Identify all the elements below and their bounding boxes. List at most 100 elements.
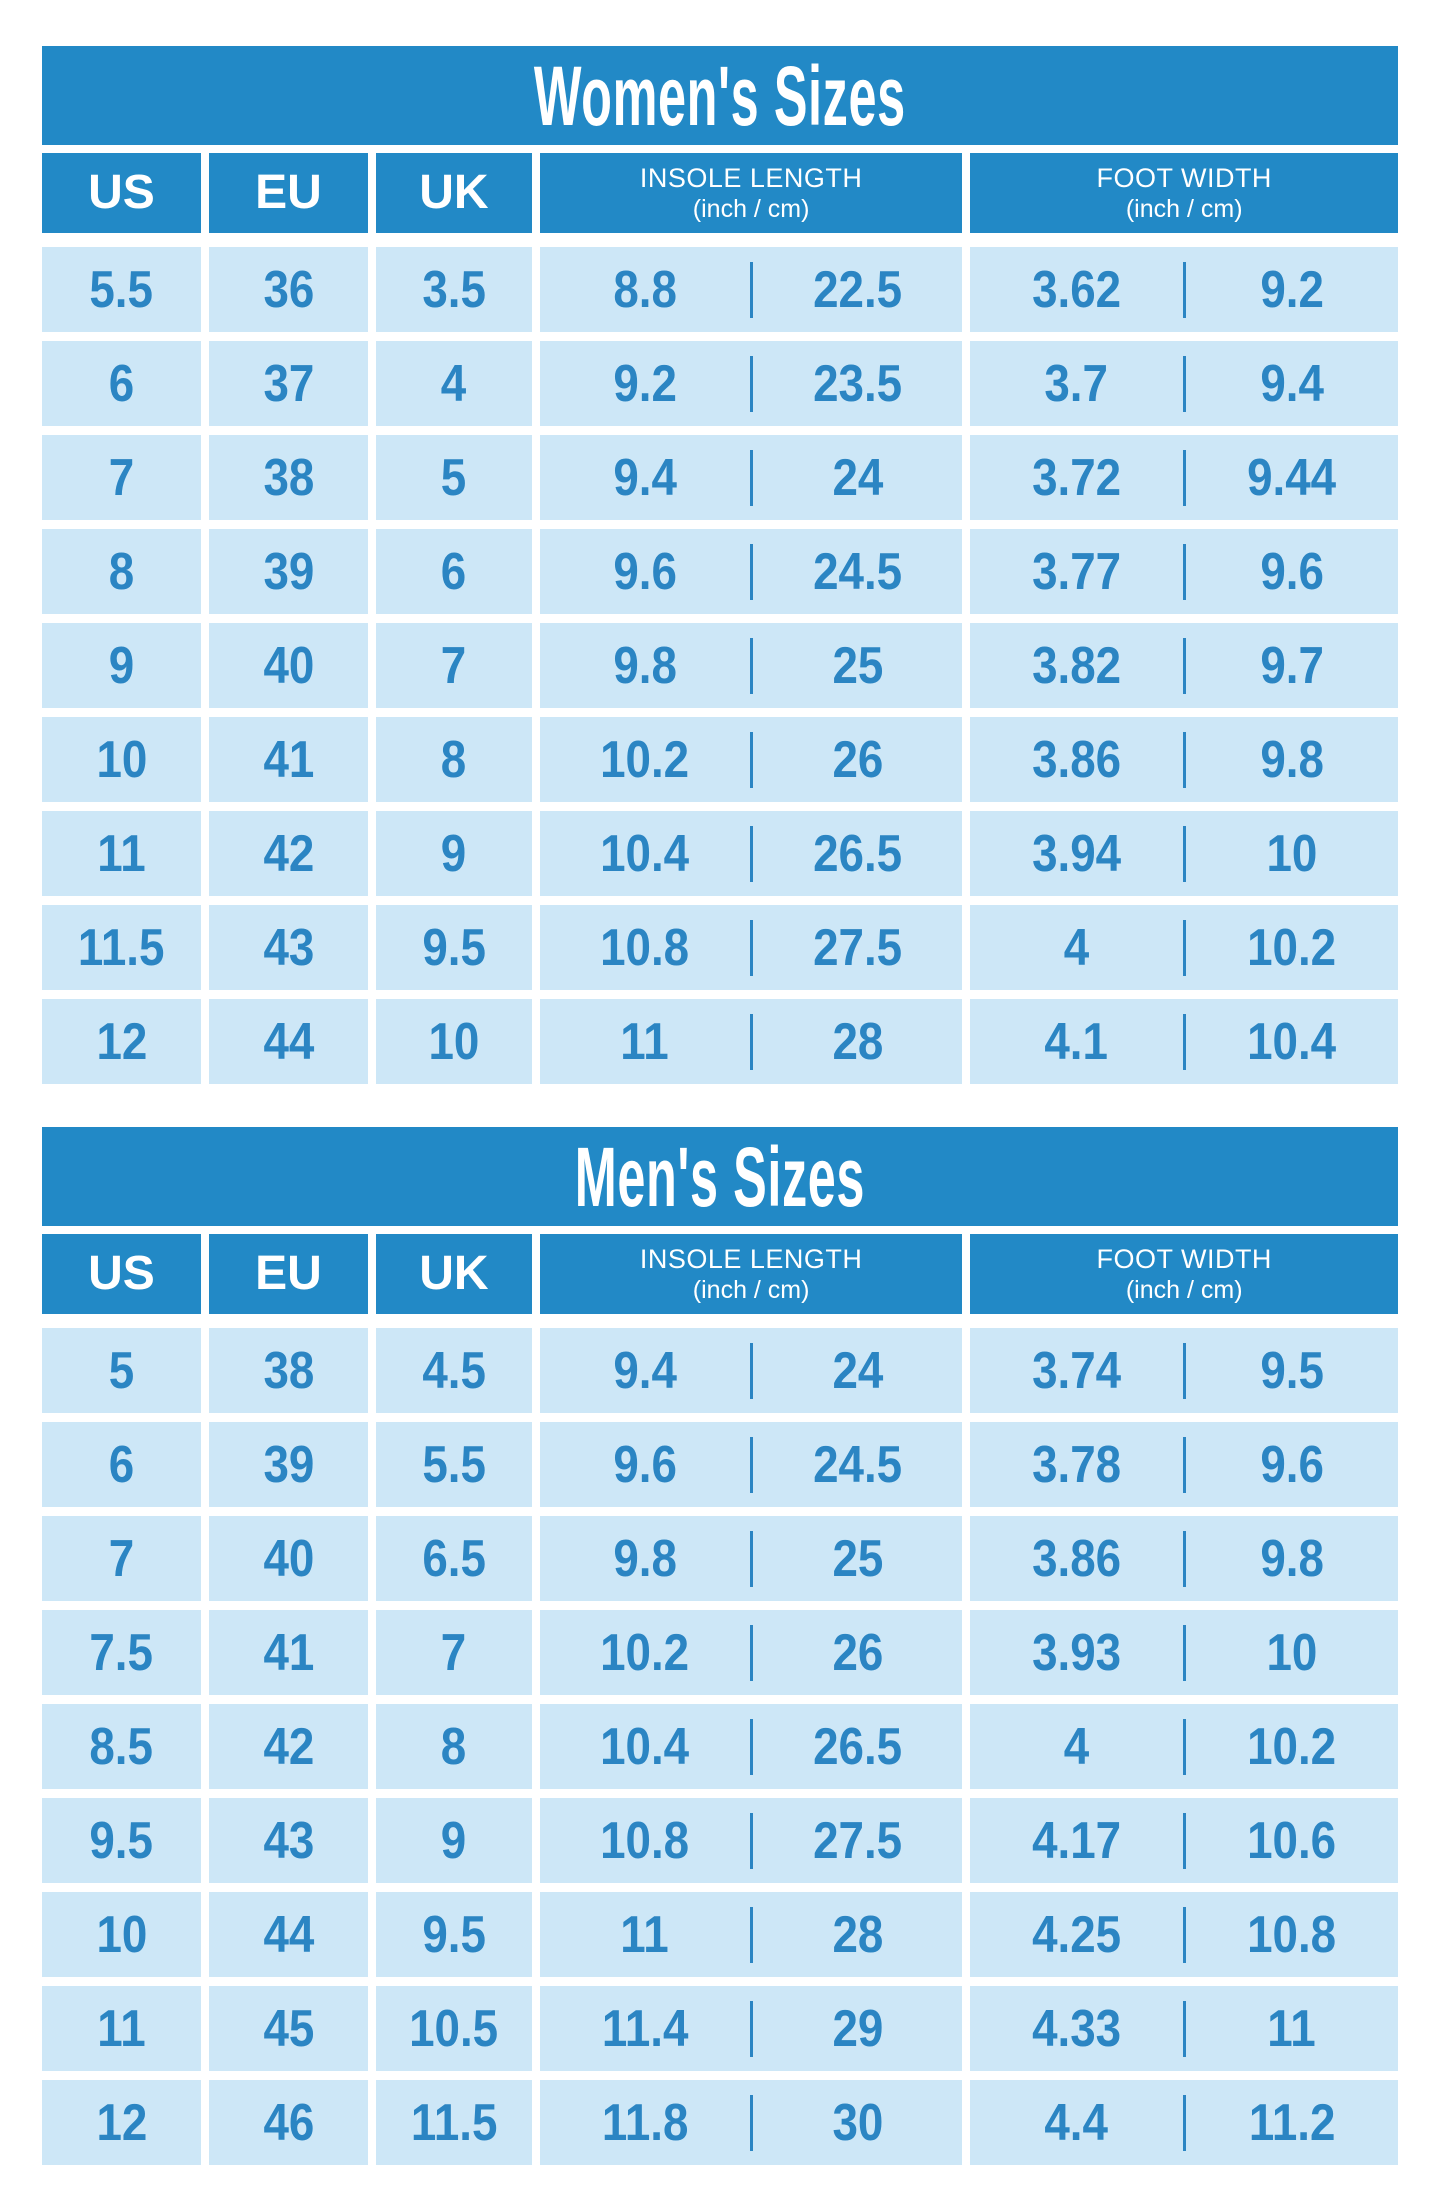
size-value: 10: [96, 730, 147, 789]
womens-size-table: Women's Sizes US EU UK INSOLE LENGTH (in…: [42, 46, 1398, 1084]
inch-cm-divider: [749, 449, 753, 506]
us-size-cell: 10: [42, 1892, 201, 1977]
size-value: 44: [262, 1905, 314, 1964]
uk-size-cell: 6: [375, 529, 532, 614]
inch-cm-divider: [749, 1812, 753, 1869]
foot-width-cell: 4 10.2: [970, 1704, 1398, 1789]
column-header-label: US: [88, 166, 155, 219]
eu-size-cell: 42: [208, 1704, 368, 1789]
size-value: 37: [262, 354, 314, 413]
size-value: 8.8: [612, 260, 677, 319]
insole-inch-value: 10.4: [540, 1721, 750, 1773]
foot-width-cm-value: 9.6: [1186, 546, 1398, 598]
table-row: 12 44 10 11 28 4.1 10.4: [42, 999, 1398, 1084]
foot-width-cell: 4.33 11: [970, 1986, 1398, 2071]
inch-cm-divider: [749, 1530, 753, 1587]
inch-cm-divider: [1182, 1906, 1186, 1963]
size-value: 27.5: [812, 1811, 903, 1870]
womens-table-title-bar: Women's Sizes: [42, 46, 1398, 145]
insole-inch-value: 10.8: [540, 1815, 750, 1867]
column-header-label: INSOLE LENGTH: [639, 162, 863, 193]
size-value: 40: [262, 1529, 314, 1588]
uk-size-cell: 5: [375, 435, 532, 520]
size-value: 24.5: [812, 1435, 903, 1494]
inch-cm-divider: [1182, 637, 1186, 694]
size-value: 26: [832, 1623, 883, 1682]
size-value: 11.8: [601, 2093, 689, 2152]
us-size-cell: 10: [42, 717, 201, 802]
foot-width-inch-value: 4.17: [970, 1815, 1182, 1867]
insole-length-cell: 9.6 24.5: [539, 529, 963, 614]
inch-cm-divider: [749, 1342, 753, 1399]
foot-width-cm-value: 9.2: [1186, 264, 1398, 316]
foot-width-cm-value: 11: [1186, 2003, 1398, 2055]
column-header-foot-width: FOOT WIDTH (inch / cm): [970, 153, 1398, 233]
size-value: 9.4: [612, 1341, 677, 1400]
inch-cm-divider: [1182, 543, 1186, 600]
size-value: 4.1: [1044, 1012, 1109, 1071]
size-value: 10.6: [1247, 1811, 1337, 1870]
eu-size-cell: 41: [208, 1610, 368, 1695]
inch-cm-divider: [1182, 1436, 1186, 1493]
table-row: 10 44 9.5 11 28 4.25 10.8: [42, 1892, 1398, 1977]
size-value: 8: [441, 1717, 467, 1776]
column-header-us: US: [42, 1234, 201, 1314]
insole-length-cell: 9.4 24: [539, 1328, 963, 1413]
foot-width-inch-value: 4: [970, 1721, 1182, 1773]
insole-inch-value: 9.4: [540, 1345, 750, 1397]
column-header-eu: EU: [208, 153, 368, 233]
foot-width-cell: 3.93 10: [970, 1610, 1398, 1695]
size-value: 4.33: [1032, 1999, 1122, 2058]
size-value: 10.2: [1247, 1717, 1337, 1776]
eu-size-cell: 39: [208, 1422, 368, 1507]
insole-inch-value: 10.8: [540, 922, 750, 974]
uk-size-cell: 6.5: [375, 1516, 532, 1601]
foot-width-cell: 4.1 10.4: [970, 999, 1398, 1084]
size-value: 9.4: [1260, 354, 1324, 413]
uk-size-cell: 4.5: [375, 1328, 532, 1413]
inch-cm-divider: [1182, 1013, 1186, 1070]
us-size-cell: 12: [42, 2080, 201, 2165]
insole-inch-value: 10.2: [540, 734, 750, 786]
size-value: 9.8: [612, 636, 677, 695]
size-value: 11.5: [78, 918, 165, 977]
inch-cm-divider: [1182, 355, 1186, 412]
size-value: 41: [262, 1623, 314, 1682]
insole-cm-value: 30: [753, 2097, 963, 2149]
column-header-insole-length: INSOLE LENGTH (inch / cm): [539, 153, 963, 233]
foot-width-inch-value: 3.94: [970, 828, 1182, 880]
foot-width-inch-value: 3.72: [970, 452, 1182, 504]
insole-cm-value: 24.5: [753, 1439, 963, 1491]
table-row: 5.5 36 3.5 8.8 22.5 3.62 9.2: [42, 247, 1398, 332]
size-value: 3.78: [1032, 1435, 1122, 1494]
uk-size-cell: 5.5: [375, 1422, 532, 1507]
size-value: 27.5: [812, 918, 903, 977]
size-value: 7: [441, 1623, 467, 1682]
foot-width-cell: 3.7 9.4: [970, 341, 1398, 426]
column-header-uk: UK: [375, 1234, 532, 1314]
foot-width-cell: 3.86 9.8: [970, 717, 1398, 802]
size-value: 46: [262, 2093, 314, 2152]
us-size-cell: 9.5: [42, 1798, 201, 1883]
size-value: 7: [108, 1529, 135, 1588]
mens-table-title-bar: Men's Sizes: [42, 1127, 1398, 1226]
foot-width-cell: 4.25 10.8: [970, 1892, 1398, 1977]
foot-width-inch-value: 3.86: [970, 734, 1182, 786]
insole-inch-value: 11: [540, 1016, 750, 1068]
insole-inch-value: 9.4: [540, 452, 750, 504]
foot-width-cm-value: 10.8: [1186, 1909, 1398, 1961]
foot-width-cell: 4 10.2: [970, 905, 1398, 990]
inch-cm-divider: [1182, 2094, 1186, 2151]
foot-width-inch-value: 4: [970, 922, 1182, 974]
eu-size-cell: 37: [208, 341, 368, 426]
us-size-cell: 8.5: [42, 1704, 201, 1789]
size-value: 10.4: [1247, 1012, 1337, 1071]
table-row: 10 41 8 10.2 26 3.86 9.8: [42, 717, 1398, 802]
table-title: Women's Sizes: [534, 48, 906, 143]
column-header-label: FOOT WIDTH: [1096, 162, 1272, 193]
uk-size-cell: 9: [375, 811, 532, 896]
insole-length-cell: 9.8 25: [539, 623, 963, 708]
insole-inch-value: 9.8: [540, 1533, 750, 1585]
inch-cm-divider: [1182, 449, 1186, 506]
size-value: 10.2: [600, 730, 690, 789]
